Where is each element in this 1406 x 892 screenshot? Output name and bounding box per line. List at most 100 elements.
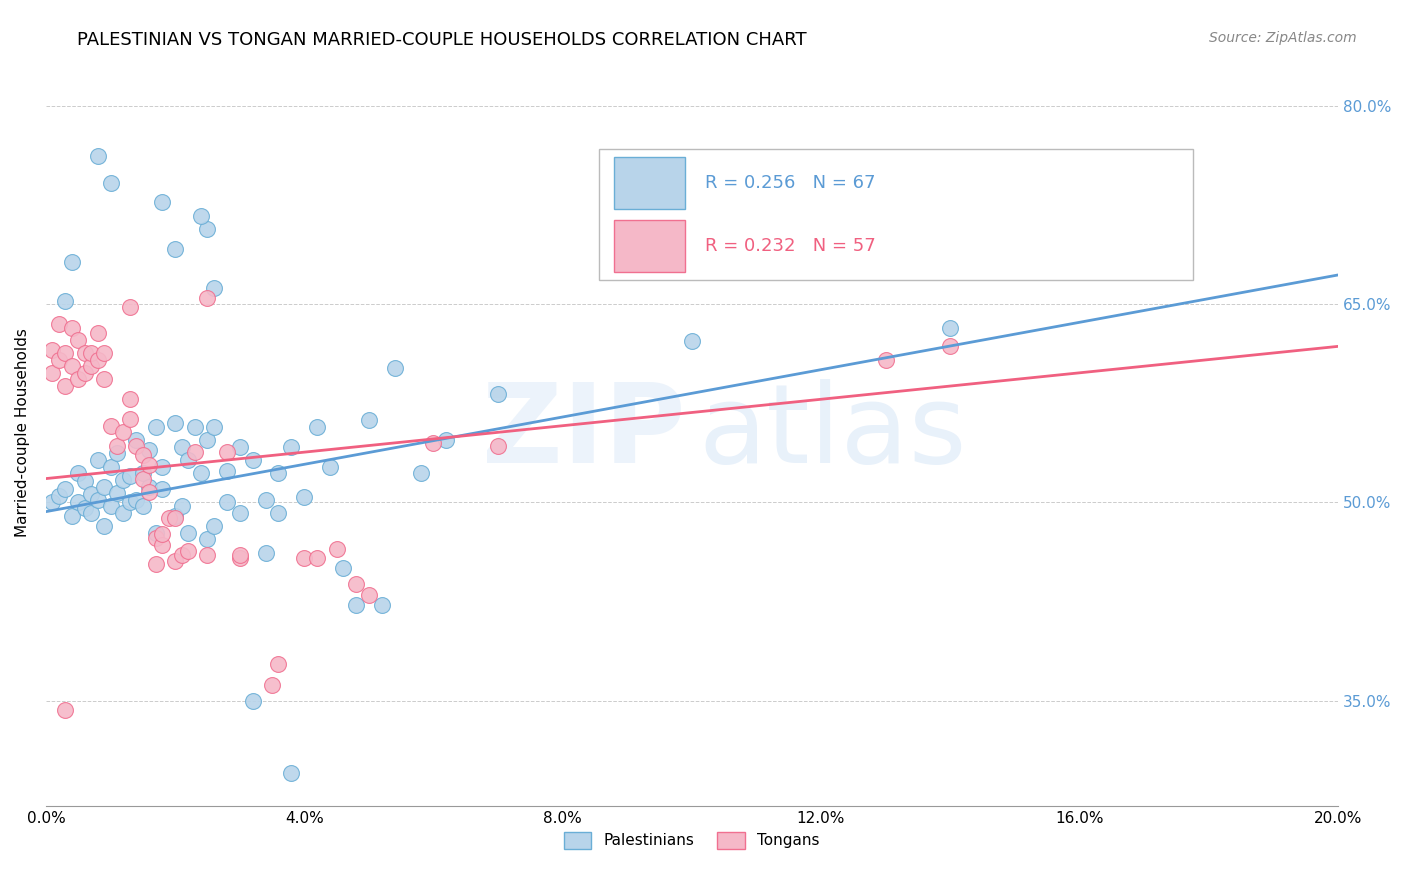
Point bbox=[105, 446, 128, 460]
Point bbox=[138, 442, 160, 457]
Point bbox=[228, 550, 250, 565]
Point bbox=[157, 511, 180, 525]
Point bbox=[215, 495, 238, 509]
Point bbox=[48, 317, 70, 331]
Point bbox=[125, 492, 148, 507]
Point bbox=[80, 487, 103, 501]
Point bbox=[145, 525, 167, 540]
Point bbox=[197, 291, 219, 305]
Point bbox=[267, 467, 290, 481]
Point bbox=[118, 495, 141, 509]
Point bbox=[292, 490, 315, 504]
Point bbox=[132, 500, 155, 514]
Point bbox=[112, 425, 135, 440]
Point bbox=[170, 440, 193, 454]
Point bbox=[254, 492, 277, 507]
Point bbox=[267, 657, 290, 671]
Point bbox=[254, 546, 277, 560]
Point bbox=[73, 346, 96, 360]
Point bbox=[60, 321, 83, 335]
Point bbox=[344, 599, 367, 613]
Point bbox=[165, 508, 187, 523]
Point bbox=[875, 352, 897, 367]
Point bbox=[215, 445, 238, 459]
Point bbox=[177, 544, 200, 558]
Point bbox=[170, 500, 193, 514]
Point bbox=[486, 387, 509, 401]
Point bbox=[100, 418, 122, 433]
Point bbox=[138, 479, 160, 493]
Point bbox=[105, 438, 128, 452]
Point bbox=[197, 548, 219, 562]
Point bbox=[125, 438, 148, 452]
Point bbox=[67, 495, 90, 509]
Point bbox=[125, 434, 148, 448]
Point bbox=[112, 473, 135, 487]
Point bbox=[80, 506, 103, 520]
FancyBboxPatch shape bbox=[599, 149, 1192, 280]
Point bbox=[267, 506, 290, 520]
Point bbox=[132, 472, 155, 486]
Point bbox=[93, 519, 115, 533]
Point bbox=[307, 550, 329, 565]
Point bbox=[344, 577, 367, 591]
Point bbox=[165, 553, 187, 567]
Point bbox=[86, 492, 108, 507]
Point bbox=[53, 379, 76, 393]
Point bbox=[48, 352, 70, 367]
Point bbox=[48, 489, 70, 503]
Point bbox=[60, 508, 83, 523]
Point bbox=[228, 548, 250, 562]
Point bbox=[118, 412, 141, 426]
Point bbox=[112, 506, 135, 520]
Point bbox=[681, 260, 703, 274]
Point bbox=[86, 352, 108, 367]
FancyBboxPatch shape bbox=[614, 157, 685, 209]
Text: PALESTINIAN VS TONGAN MARRIED-COUPLE HOUSEHOLDS CORRELATION CHART: PALESTINIAN VS TONGAN MARRIED-COUPLE HOU… bbox=[77, 31, 807, 49]
Point bbox=[197, 533, 219, 547]
Point bbox=[384, 360, 406, 375]
Point bbox=[41, 366, 63, 380]
Point bbox=[357, 588, 380, 602]
Point bbox=[80, 346, 103, 360]
Point bbox=[60, 255, 83, 269]
Point bbox=[73, 474, 96, 488]
Point bbox=[80, 359, 103, 374]
Point bbox=[292, 550, 315, 565]
Point bbox=[434, 434, 457, 448]
Point bbox=[145, 420, 167, 434]
Point bbox=[41, 343, 63, 358]
Point bbox=[242, 693, 264, 707]
Point bbox=[939, 321, 962, 335]
Point bbox=[118, 469, 141, 483]
Point bbox=[100, 500, 122, 514]
Point bbox=[170, 548, 193, 562]
Point bbox=[177, 453, 200, 467]
Point bbox=[41, 495, 63, 509]
Point bbox=[422, 436, 444, 450]
Point bbox=[486, 438, 509, 452]
Point bbox=[183, 445, 205, 459]
Text: Source: ZipAtlas.com: Source: ZipAtlas.com bbox=[1209, 31, 1357, 45]
Point bbox=[202, 519, 225, 533]
Point bbox=[190, 209, 212, 223]
Point bbox=[93, 372, 115, 386]
Point bbox=[60, 359, 83, 374]
Point bbox=[202, 420, 225, 434]
Point bbox=[145, 558, 167, 572]
Point bbox=[53, 482, 76, 496]
Point bbox=[228, 440, 250, 454]
Point bbox=[319, 459, 342, 474]
Text: R = 0.256   N = 67: R = 0.256 N = 67 bbox=[704, 174, 875, 192]
Point bbox=[67, 372, 90, 386]
Point bbox=[53, 703, 76, 717]
Point bbox=[145, 531, 167, 545]
Text: R = 0.232   N = 57: R = 0.232 N = 57 bbox=[704, 237, 876, 255]
Point bbox=[357, 413, 380, 427]
Point bbox=[616, 251, 638, 265]
Point bbox=[371, 599, 394, 613]
Point bbox=[165, 511, 187, 525]
Point bbox=[307, 420, 329, 434]
FancyBboxPatch shape bbox=[614, 220, 685, 272]
Point bbox=[280, 766, 302, 780]
